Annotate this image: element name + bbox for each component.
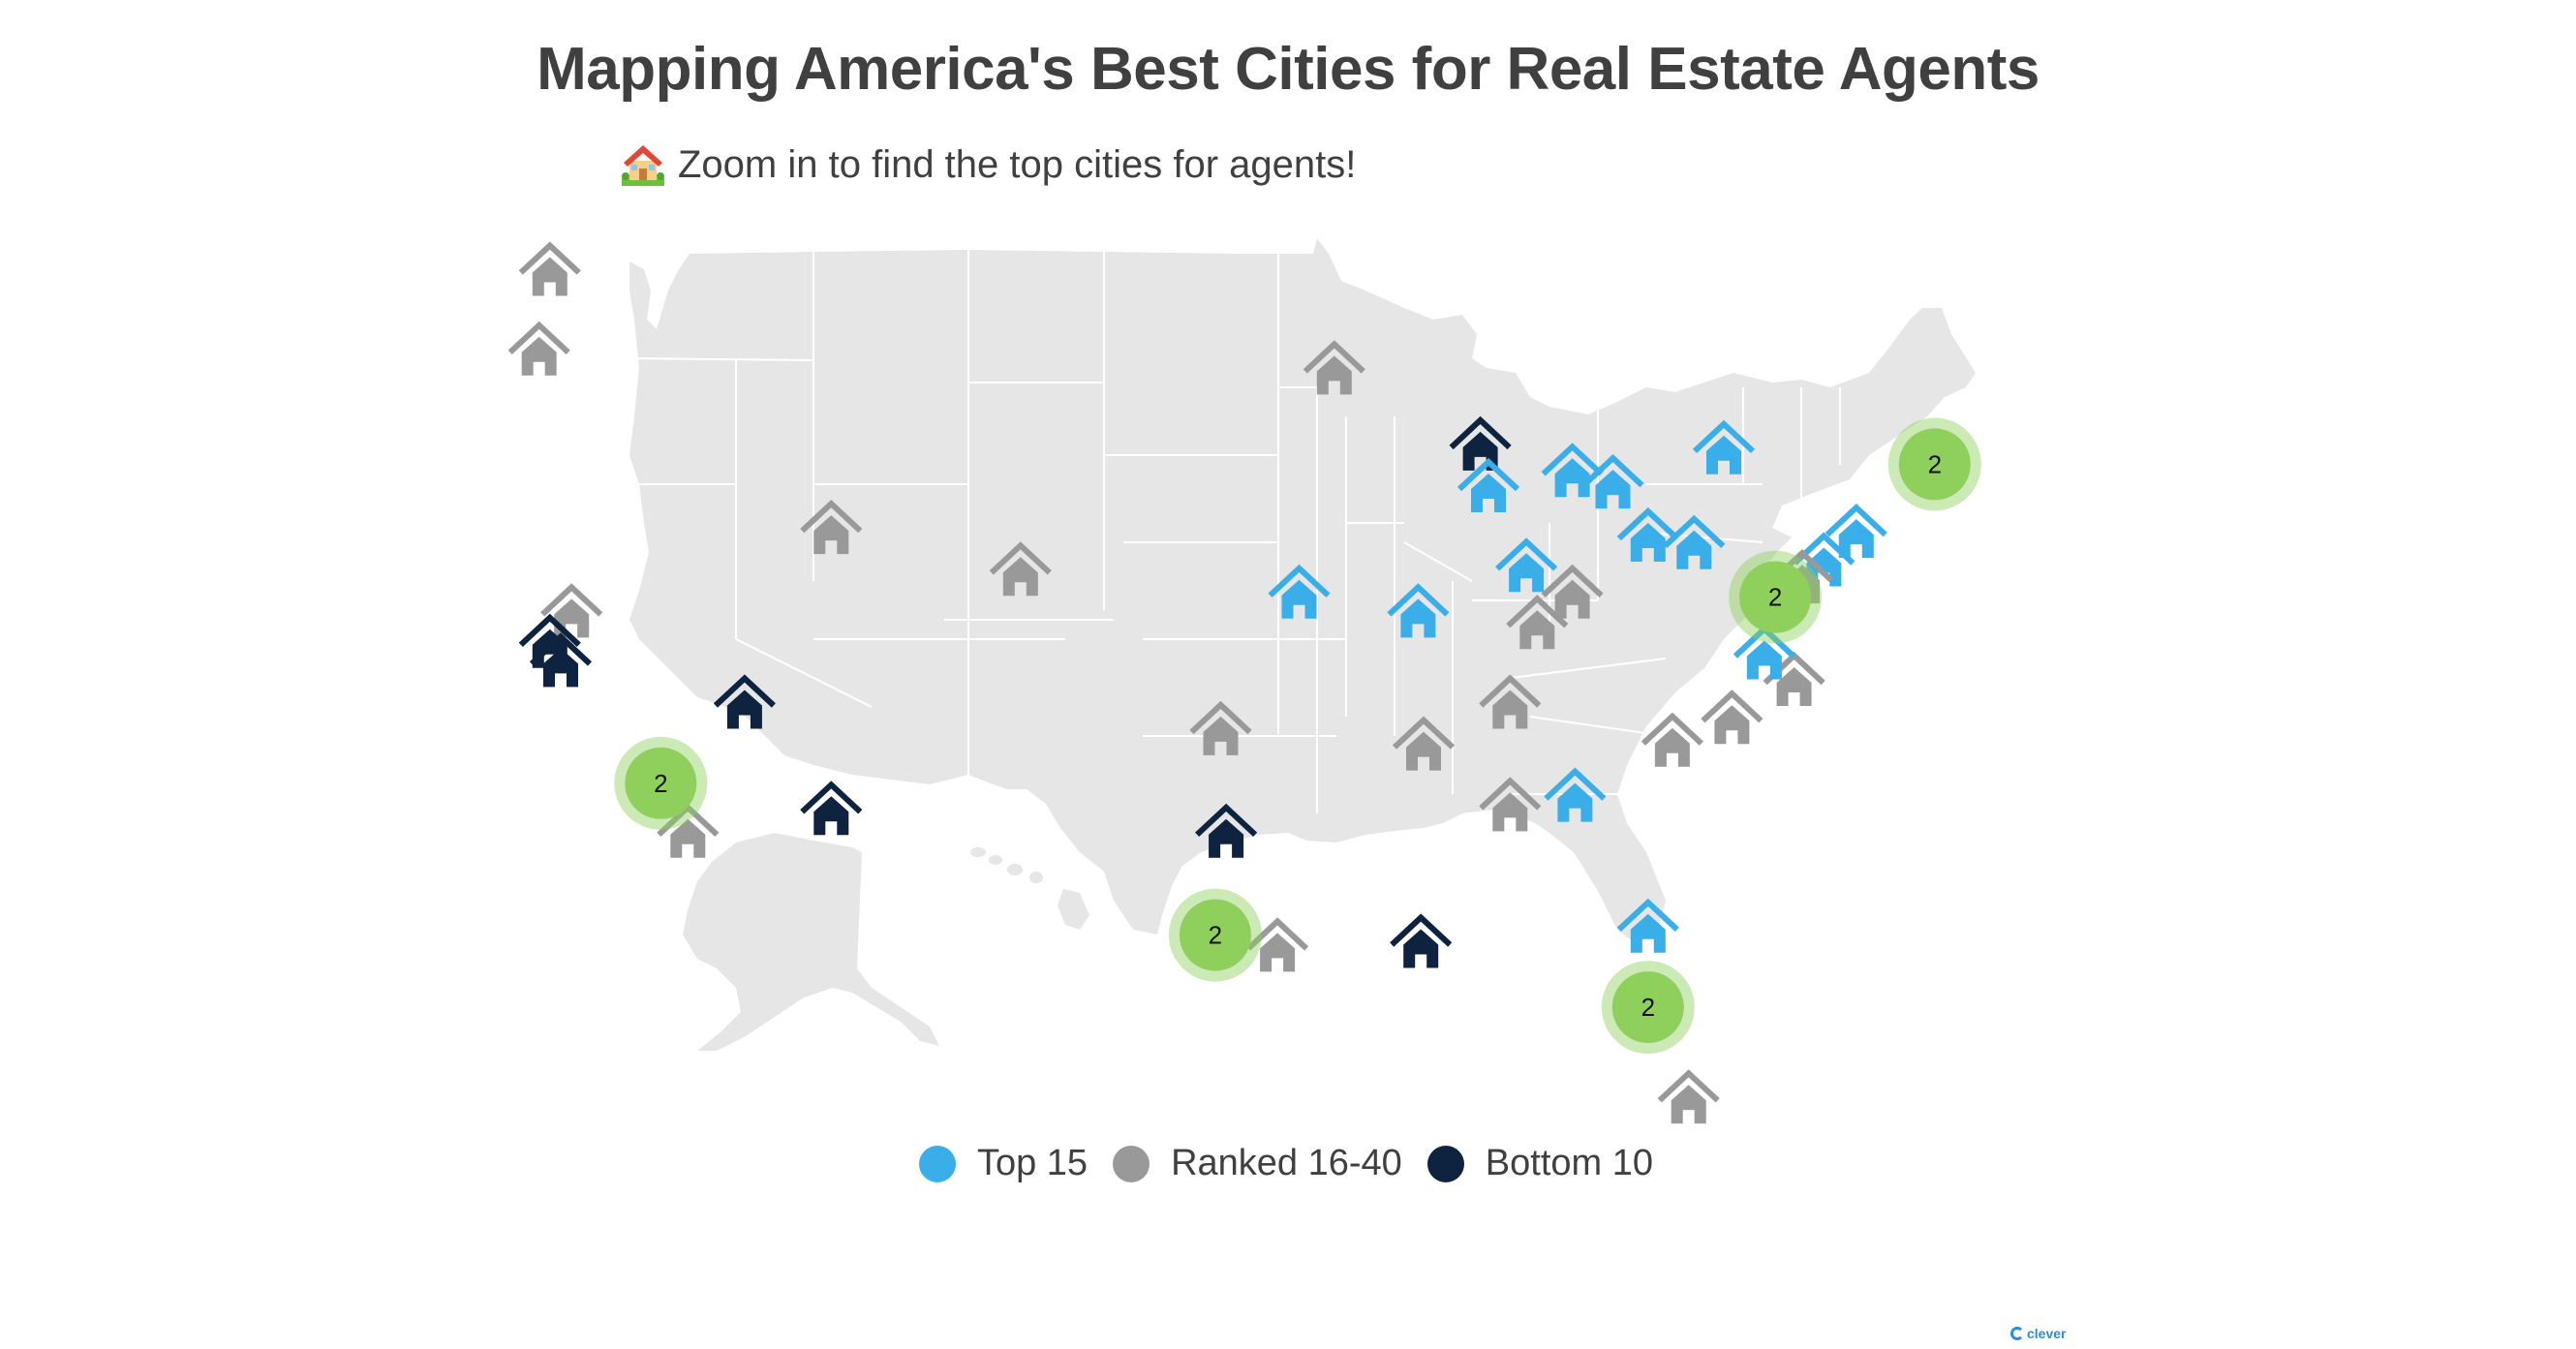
city-cluster[interactable]: 2 <box>1601 961 1695 1055</box>
city-marker-bottom-house-icon[interactable] <box>1195 803 1258 858</box>
legend: Top 15 Ranked 16-40 Bottom 10 <box>0 1143 2576 1184</box>
legend-item-top[interactable]: Top 15 <box>918 1143 1089 1184</box>
city-marker-ranked-house-icon[interactable] <box>507 321 570 376</box>
city-marker-bottom-house-icon[interactable] <box>800 781 863 836</box>
city-markers[interactable] <box>507 241 1887 1124</box>
city-cluster[interactable]: 2 <box>1887 417 1981 511</box>
city-cluster[interactable]: 2 <box>614 736 708 830</box>
city-marker-top-house-icon[interactable] <box>1387 583 1450 638</box>
page-title: Mapping America's Best Cities for Real E… <box>537 36 2039 103</box>
city-marker-bottom-house-icon[interactable] <box>1390 913 1453 968</box>
city-cluster[interactable]: 2 <box>1729 550 1823 644</box>
city-marker-ranked-house-icon[interactable] <box>1479 674 1542 729</box>
legend-bottom-label: Bottom 10 <box>1485 1143 1654 1183</box>
city-marker-ranked-house-icon[interactable] <box>1479 777 1542 832</box>
legend-top-label: Top 15 <box>976 1143 1089 1183</box>
city-marker-ranked-house-icon[interactable] <box>1303 340 1365 395</box>
city-marker-ranked-house-icon[interactable] <box>518 241 581 296</box>
brand-logo[interactable]: clever <box>2010 1326 2066 1341</box>
map-land <box>629 238 1976 1051</box>
hawaii-shape <box>970 847 1089 930</box>
city-marker-top-house-icon[interactable] <box>1457 457 1520 512</box>
city-marker-ranked-house-icon[interactable] <box>1392 716 1456 771</box>
map-subtitle: Zoom in to find the top cities for agent… <box>620 141 1356 188</box>
city-cluster[interactable]: 2 <box>1168 888 1262 982</box>
brand-name: clever <box>2027 1326 2067 1341</box>
cluster-count: 2 <box>1641 993 1655 1022</box>
city-marker-top-house-icon[interactable] <box>1663 514 1726 569</box>
city-marker-top-house-icon[interactable] <box>1692 419 1756 475</box>
legend-ranked-dot-icon <box>1113 1145 1150 1182</box>
city-marker-ranked-house-icon[interactable] <box>1701 690 1763 745</box>
cluster-count: 2 <box>1928 449 1942 478</box>
city-marker-top-house-icon[interactable] <box>1541 443 1604 498</box>
legend-top-dot-icon <box>918 1145 956 1182</box>
city-marker-ranked-house-icon[interactable] <box>1541 564 1604 619</box>
house-with-garden-icon <box>622 145 664 186</box>
city-marker-ranked-house-icon[interactable] <box>989 541 1052 597</box>
state-borders <box>629 250 1841 813</box>
cluster-count: 2 <box>1209 921 1222 950</box>
city-marker-ranked-house-icon[interactable] <box>1189 700 1252 755</box>
city-marker-ranked-house-icon[interactable] <box>657 803 720 858</box>
alaska-shape <box>683 833 939 1051</box>
cluster-count: 2 <box>1768 583 1782 612</box>
legend-item-ranked[interactable]: Ranked 16-40 <box>1113 1143 1402 1184</box>
city-marker-bottom-house-icon[interactable] <box>529 632 593 688</box>
city-marker-ranked-house-icon[interactable] <box>1506 595 1569 650</box>
city-marker-top-house-icon[interactable] <box>1268 564 1331 619</box>
subtitle-text: Zoom in to find the top cities for agent… <box>678 142 1357 186</box>
city-marker-top-house-icon[interactable] <box>1825 503 1887 559</box>
city-marker-bottom-house-icon[interactable] <box>713 674 776 729</box>
city-marker-ranked-house-icon[interactable] <box>800 499 863 555</box>
city-marker-top-house-icon[interactable] <box>1616 506 1679 562</box>
city-clusters[interactable]: 2 2 2 2 2 <box>614 417 1981 1055</box>
city-marker-top-house-icon[interactable] <box>1616 898 1679 953</box>
clever-logo-icon <box>2010 1327 2024 1340</box>
cluster-count: 2 <box>654 769 667 798</box>
city-marker-ranked-house-icon[interactable] <box>1246 917 1309 972</box>
legend-item-bottom[interactable]: Bottom 10 <box>1426 1143 1654 1184</box>
city-marker-ranked-house-icon[interactable] <box>540 583 603 638</box>
city-marker-ranked-house-icon[interactable] <box>1657 1069 1720 1124</box>
city-marker-top-house-icon[interactable] <box>1495 537 1558 593</box>
city-marker-top-house-icon[interactable] <box>1581 453 1644 509</box>
legend-ranked-label: Ranked 16-40 <box>1171 1143 1402 1183</box>
city-marker-ranked-house-icon[interactable] <box>1641 712 1703 767</box>
legend-bottom-dot-icon <box>1426 1145 1464 1182</box>
city-marker-top-house-icon[interactable] <box>1544 767 1607 822</box>
